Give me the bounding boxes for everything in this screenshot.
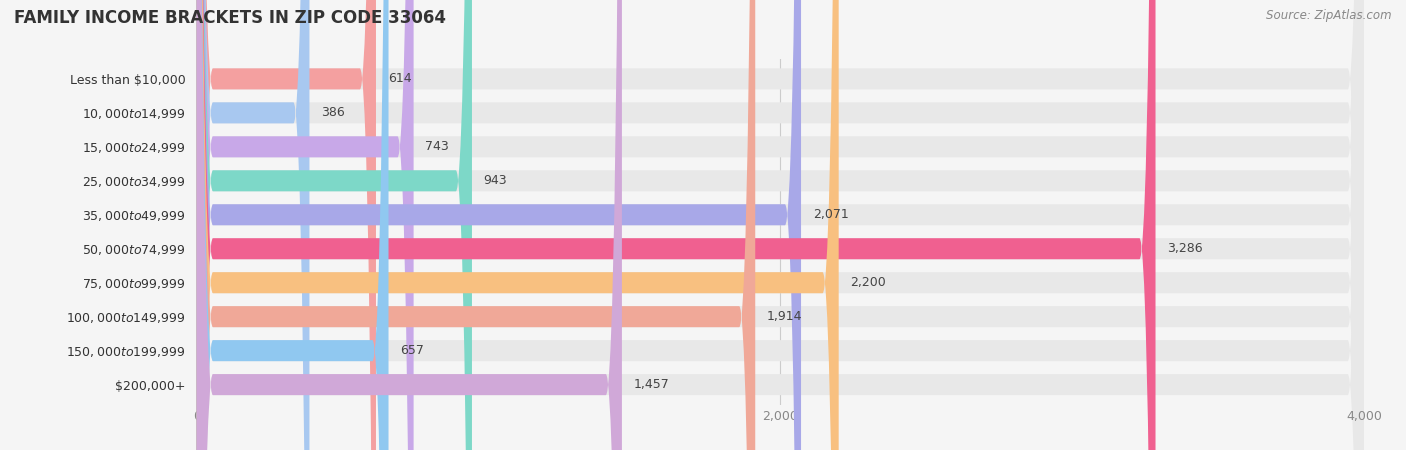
FancyBboxPatch shape [197,0,839,450]
Text: Source: ZipAtlas.com: Source: ZipAtlas.com [1267,9,1392,22]
FancyBboxPatch shape [197,0,1364,450]
FancyBboxPatch shape [197,0,1364,450]
Text: FAMILY INCOME BRACKETS IN ZIP CODE 33064: FAMILY INCOME BRACKETS IN ZIP CODE 33064 [14,9,446,27]
Text: 3,286: 3,286 [1167,242,1202,255]
Text: 386: 386 [321,106,344,119]
FancyBboxPatch shape [197,0,413,450]
Text: 657: 657 [401,344,425,357]
Text: 1,914: 1,914 [766,310,803,323]
Text: 2,200: 2,200 [851,276,886,289]
FancyBboxPatch shape [197,0,621,450]
FancyBboxPatch shape [197,0,309,450]
FancyBboxPatch shape [197,0,1364,450]
FancyBboxPatch shape [197,0,1364,450]
FancyBboxPatch shape [197,0,801,450]
FancyBboxPatch shape [197,0,755,450]
Text: 614: 614 [388,72,412,86]
FancyBboxPatch shape [197,0,1364,450]
FancyBboxPatch shape [197,0,1364,450]
FancyBboxPatch shape [197,0,388,450]
Text: 943: 943 [484,174,508,187]
Text: 1,457: 1,457 [634,378,669,391]
FancyBboxPatch shape [197,0,375,450]
FancyBboxPatch shape [197,0,1156,450]
FancyBboxPatch shape [197,0,1364,450]
FancyBboxPatch shape [197,0,472,450]
FancyBboxPatch shape [197,0,1364,450]
FancyBboxPatch shape [197,0,1364,450]
Text: 743: 743 [425,140,449,153]
FancyBboxPatch shape [197,0,1364,450]
Text: 2,071: 2,071 [813,208,848,221]
